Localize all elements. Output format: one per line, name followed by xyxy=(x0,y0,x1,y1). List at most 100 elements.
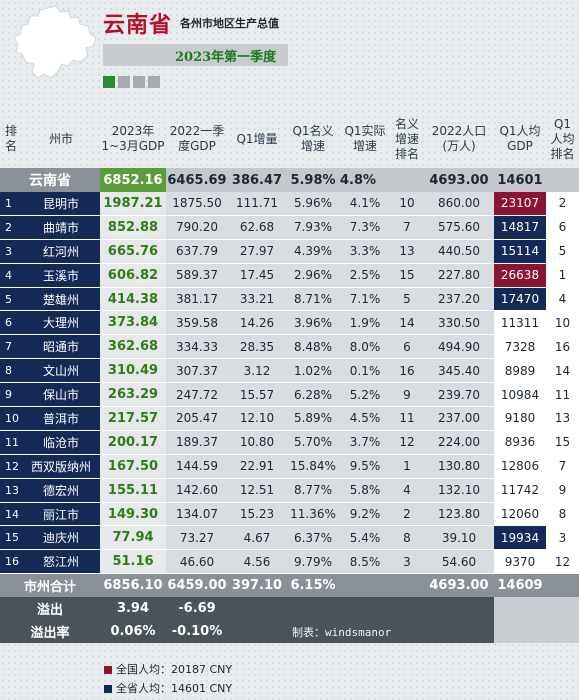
row-gdp2023: 200.17 xyxy=(100,430,166,455)
row-growth: 111.71 xyxy=(228,192,286,216)
row-growth: 3.12 xyxy=(228,358,286,384)
row-growth: 10.80 xyxy=(228,430,286,455)
row-nominal: 8.77% xyxy=(286,478,340,503)
row-pc-rank: 11 xyxy=(546,382,579,408)
row-per-capita: 14817 xyxy=(494,215,546,240)
row-nominal-rank: 3 xyxy=(390,549,424,575)
col-header-gdp2023: 2023年 1~3月GDP xyxy=(101,124,165,153)
row-growth: 62.68 xyxy=(228,215,286,240)
row-pop: 39.10 xyxy=(424,525,494,551)
total-nominal: 6.15% xyxy=(286,573,340,598)
row-city: 丽江市 xyxy=(22,502,100,527)
row-pop: 860.00 xyxy=(424,192,494,216)
row-nominal-rank: 11 xyxy=(390,406,424,431)
row-gdp2023: 1987.21 xyxy=(100,192,166,216)
province-growth: 386.47 xyxy=(228,168,286,192)
province-real: 4.8% xyxy=(340,168,390,192)
row-city: 昭通市 xyxy=(22,334,100,360)
row-rank: 4 xyxy=(0,263,22,288)
legend: 全国人均：20187 CNY 全省人均：14601 CNY xyxy=(104,660,232,698)
table-row: 14 丽江市 149.30 134.07 15.23 11.36% 9.2% 2 123.80 1… xyxy=(0,502,579,527)
row-gdp2022: 73.27 xyxy=(166,525,228,551)
row-rank: 2 xyxy=(0,215,22,240)
row-real: 9.5% xyxy=(340,454,390,479)
row-per-capita: 9370 xyxy=(494,549,546,575)
row-nominal: 3.96% xyxy=(286,310,340,336)
row-pc-rank: 16 xyxy=(546,334,579,360)
row-per-capita: 8989 xyxy=(494,358,546,384)
row-pc-rank: 1 xyxy=(546,263,579,288)
indicator-square xyxy=(118,76,130,88)
header: 云南省 各州市地区生产总值 2023年第一季度 xyxy=(0,0,579,110)
indicator-squares xyxy=(103,73,163,92)
row-city: 楚雄州 xyxy=(22,287,100,312)
row-real: 0.1% xyxy=(340,358,390,384)
row-pop: 345.40 xyxy=(424,358,494,384)
row-gdp2022: 46.60 xyxy=(166,549,228,575)
row-pc-rank: 2 xyxy=(546,192,579,216)
row-per-capita: 15114 xyxy=(494,239,546,264)
province-row: 云南省 6852.16 6465.69 386.47 5.98% 4.8% 46… xyxy=(0,168,579,192)
row-nominal: 11.36% xyxy=(286,502,340,527)
row-pop: 494.90 xyxy=(424,334,494,360)
row-gdp2022: 1875.50 xyxy=(166,192,228,216)
table-row: 8 文山州 310.49 307.37 3.12 1.02% 0.1% 16 345.40 898… xyxy=(0,358,579,384)
row-gdp2023: 310.49 xyxy=(100,358,166,384)
row-city: 迪庆州 xyxy=(22,525,100,551)
row-gdp2023: 362.68 xyxy=(100,334,166,360)
row-city: 临沧市 xyxy=(22,430,100,455)
row-per-capita: 11742 xyxy=(494,478,546,503)
row-pc-rank: 5 xyxy=(546,239,579,264)
row-growth: 17.45 xyxy=(228,263,286,288)
row-nominal: 5.96% xyxy=(286,192,340,216)
row-real: 4.5% xyxy=(340,406,390,431)
row-pop: 330.50 xyxy=(424,310,494,336)
row-rank: 15 xyxy=(0,525,22,551)
table-row: 5 楚雄州 414.38 381.17 33.21 8.71% 7.1% 5 237.20 174… xyxy=(0,287,579,312)
row-nominal: 9.79% xyxy=(286,549,340,575)
row-growth: 22.91 xyxy=(228,454,286,479)
overflow-blank xyxy=(494,597,579,644)
row-gdp2023: 414.38 xyxy=(100,287,166,312)
col-header-gdp2022: 2022一季 度GDP xyxy=(169,124,225,153)
row-per-capita: 23107 xyxy=(494,192,546,216)
legend-national-text: 全国人均：20187 CNY xyxy=(116,663,233,676)
overflow-spacer xyxy=(228,597,494,621)
province-pop: 4693.00 xyxy=(424,168,494,192)
row-gdp2022: 142.60 xyxy=(166,478,228,503)
row-rank: 7 xyxy=(0,334,22,360)
row-nominal: 2.96% xyxy=(286,263,340,288)
row-nominal-rank: 6 xyxy=(390,334,424,360)
table-row: 11 临沧市 200.17 189.37 10.80 5.70% 3.7% 12 224.00 8… xyxy=(0,430,579,455)
total-pc-rank xyxy=(546,573,579,598)
total-gdp2022: 6459.00 xyxy=(166,573,228,598)
row-city: 曲靖市 xyxy=(22,215,100,240)
period-banner: 2023年第一季度 xyxy=(103,44,288,66)
row-real: 1.9% xyxy=(340,310,390,336)
col-header-rank: 排 名 xyxy=(4,124,17,153)
row-real: 7.1% xyxy=(340,287,390,312)
total-growth: 397.10 xyxy=(228,573,286,598)
overflow-label: 溢出 xyxy=(0,597,100,621)
legend-national: 全国人均：20187 CNY xyxy=(104,660,232,679)
row-nominal-rank: 15 xyxy=(390,263,424,288)
table-row: 4 玉溪市 606.82 589.37 17.45 2.96% 2.5% 15 227.80 26… xyxy=(0,263,579,288)
row-gdp2022: 334.33 xyxy=(166,334,228,360)
row-pop: 123.80 xyxy=(424,502,494,527)
row-pop: 54.60 xyxy=(424,549,494,575)
overflow-rate-label: 溢出率 xyxy=(0,620,100,644)
col-header-per-capita: Q1人均 GDP xyxy=(499,124,541,153)
row-rank: 9 xyxy=(0,382,22,408)
row-city: 昆明市 xyxy=(22,192,100,216)
overflow-rate-gdp2023: 0.06% xyxy=(100,620,166,644)
row-gdp2022: 307.37 xyxy=(166,358,228,384)
table-row: 3 红河州 665.76 637.79 27.97 4.39% 3.3% 13 440.50 15… xyxy=(0,239,579,264)
row-pc-rank: 13 xyxy=(546,406,579,431)
col-header-nominal-rank: 名义 增速 排名 xyxy=(394,116,419,161)
total-gdp2023: 6856.10 xyxy=(100,573,166,598)
table-row: 15 迪庆州 77.94 73.27 4.67 6.37% 5.4% 8 39.10 19934 3 xyxy=(0,525,579,551)
row-gdp2022: 359.58 xyxy=(166,310,228,336)
overflow-row: 溢出 3.94 -6.69 xyxy=(0,597,579,644)
row-rank: 16 xyxy=(0,549,22,575)
